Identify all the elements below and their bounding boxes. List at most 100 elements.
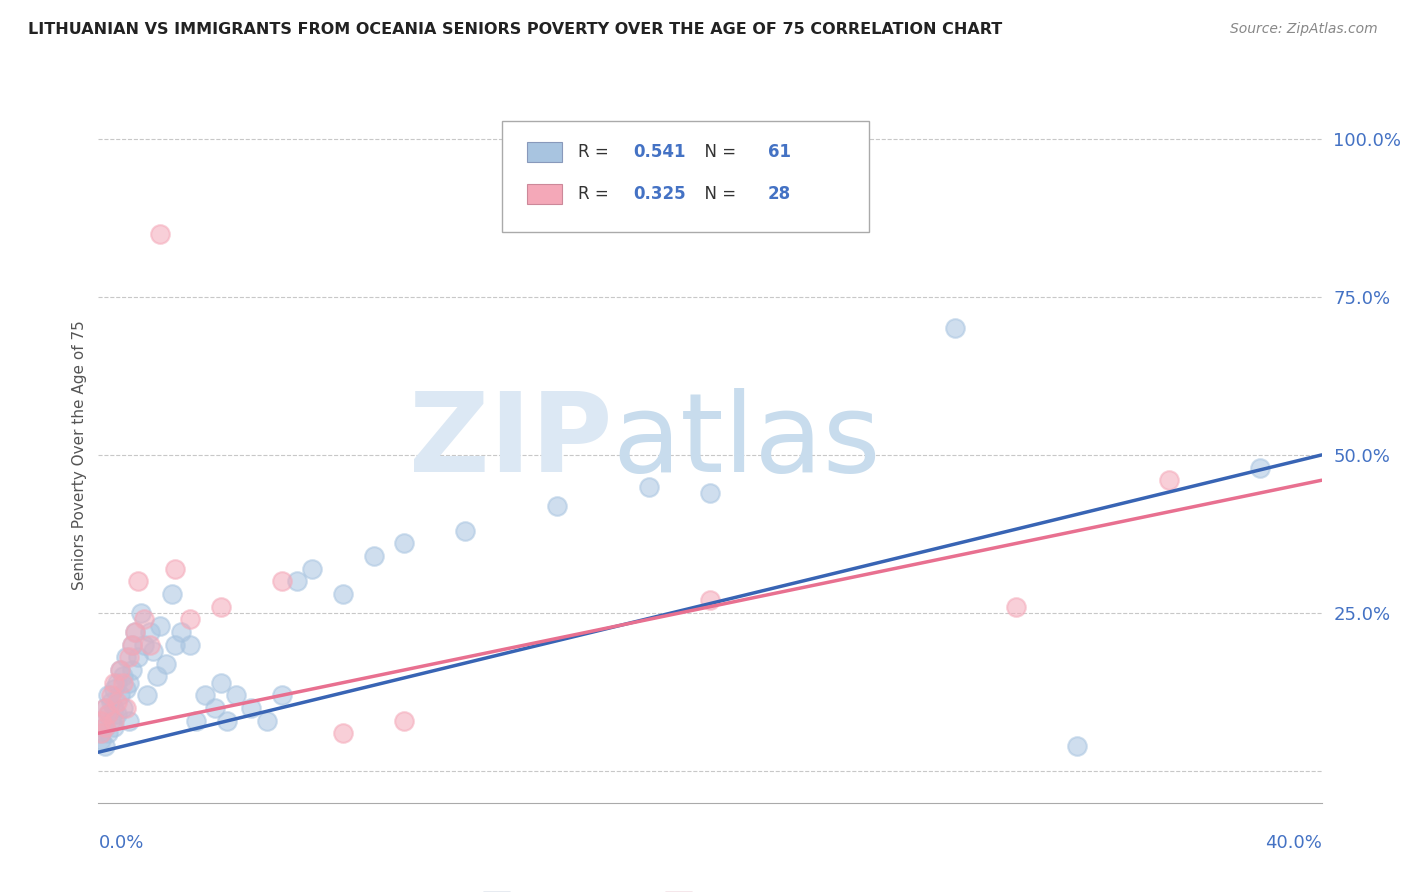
Text: 40.0%: 40.0%: [1265, 834, 1322, 852]
Text: ZIP: ZIP: [409, 387, 612, 494]
Text: N =: N =: [695, 185, 741, 203]
Point: [139, 625, 162, 640]
Text: LITHUANIAN VS IMMIGRANTS FROM OCEANIA SENIORS POVERTY OVER THE AGE OF 75 CORRELA: LITHUANIAN VS IMMIGRANTS FROM OCEANIA SE…: [28, 22, 1002, 37]
Point: [108, 663, 131, 677]
Point: [270, 574, 292, 589]
Point: [103, 675, 125, 690]
Text: 0.0%: 0.0%: [98, 834, 143, 852]
Text: 61: 61: [768, 144, 790, 161]
Text: 0.541: 0.541: [633, 144, 686, 161]
FancyBboxPatch shape: [527, 184, 562, 204]
Point: [637, 479, 661, 493]
Point: [121, 663, 143, 677]
Point: [105, 707, 128, 722]
Point: [103, 701, 125, 715]
Text: atlas: atlas: [612, 387, 880, 494]
Point: [392, 714, 416, 728]
Point: [179, 638, 201, 652]
Text: Source: ZipAtlas.com: Source: ZipAtlas.com: [1230, 22, 1378, 37]
Point: [136, 688, 159, 702]
FancyBboxPatch shape: [502, 121, 869, 232]
Point: [149, 227, 172, 241]
Legend: Lithuanians, Immigrants from Oceania: Lithuanians, Immigrants from Oceania: [475, 885, 945, 892]
Point: [163, 562, 186, 576]
Point: [209, 599, 232, 614]
Point: [90, 726, 112, 740]
Text: R =: R =: [578, 185, 614, 203]
Point: [93, 720, 115, 734]
Point: [454, 524, 477, 538]
Point: [108, 663, 131, 677]
Point: [225, 688, 247, 702]
Point: [127, 574, 149, 589]
Point: [121, 638, 143, 652]
Point: [1249, 460, 1271, 475]
Point: [139, 638, 162, 652]
Point: [149, 618, 172, 632]
Point: [240, 701, 263, 715]
Point: [103, 714, 125, 728]
Point: [93, 701, 115, 715]
Point: [111, 701, 134, 715]
Point: [699, 593, 721, 607]
Point: [97, 726, 120, 740]
Point: [115, 701, 138, 715]
Point: [142, 644, 165, 658]
Point: [90, 732, 112, 747]
Text: 0.325: 0.325: [633, 185, 686, 203]
Point: [127, 650, 149, 665]
Point: [93, 701, 115, 715]
Point: [129, 606, 152, 620]
Point: [111, 675, 134, 690]
Point: [118, 650, 141, 665]
Point: [105, 675, 128, 690]
Point: [145, 669, 167, 683]
Point: [108, 688, 131, 702]
Point: [170, 625, 193, 640]
Point: [111, 669, 134, 683]
Point: [194, 688, 217, 702]
Point: [209, 675, 232, 690]
Point: [270, 688, 292, 702]
Point: [97, 707, 120, 722]
Point: [93, 720, 115, 734]
Point: [100, 695, 122, 709]
Point: [392, 536, 416, 550]
Point: [546, 499, 568, 513]
Point: [105, 695, 128, 709]
Point: [103, 681, 125, 696]
Point: [115, 650, 138, 665]
Point: [90, 714, 112, 728]
Point: [1157, 473, 1180, 487]
Point: [134, 638, 156, 652]
Point: [204, 701, 226, 715]
Point: [363, 549, 385, 563]
Point: [943, 321, 966, 335]
Point: [124, 625, 146, 640]
Point: [118, 714, 141, 728]
Point: [100, 688, 122, 702]
FancyBboxPatch shape: [527, 142, 562, 162]
Text: N =: N =: [695, 144, 741, 161]
Point: [301, 562, 323, 576]
Point: [1004, 599, 1026, 614]
Point: [332, 587, 354, 601]
Point: [186, 714, 208, 728]
Point: [124, 625, 146, 640]
Point: [100, 714, 122, 728]
Point: [97, 688, 120, 702]
Point: [155, 657, 177, 671]
Point: [1066, 739, 1088, 753]
Point: [134, 612, 156, 626]
Text: R =: R =: [578, 144, 614, 161]
Point: [121, 638, 143, 652]
Point: [179, 612, 201, 626]
Point: [103, 720, 125, 734]
Point: [332, 726, 354, 740]
Point: [115, 681, 138, 696]
Point: [118, 675, 141, 690]
Point: [97, 707, 120, 722]
Point: [215, 714, 238, 728]
Point: [160, 587, 183, 601]
Point: [285, 574, 308, 589]
